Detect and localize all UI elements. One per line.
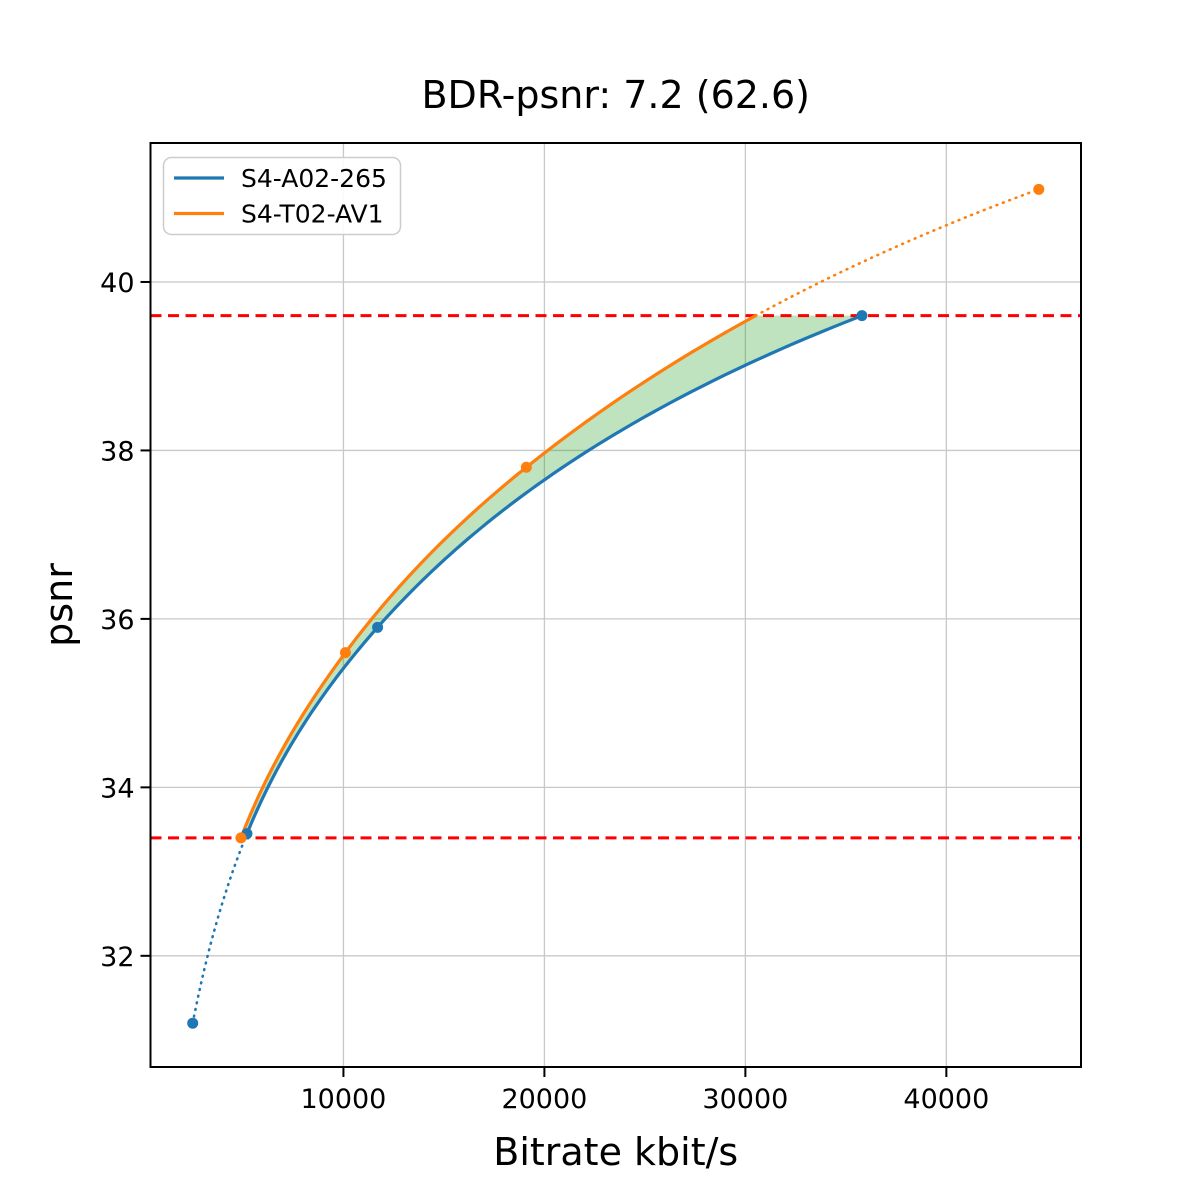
data-point-s4-t02-av1 [235,832,247,844]
plot-frame [149,142,1082,1068]
y-tick-label: 40 [100,268,134,299]
x-tick-label: 40000 [903,1084,989,1115]
curve-s4-t02-av1-dotted [754,188,1041,317]
data-point-s4-a02-265 [372,621,384,633]
curve-s4-t02-av1-solid [239,314,757,839]
plot-layers: 10000 20000 30000 40000 32 34 36 38 40 [100,143,1081,1115]
legend-label-265: S4-A02-265 [241,164,387,193]
x-tick-label: 20000 [501,1084,587,1115]
legend-label-av1: S4-T02-AV1 [241,200,384,229]
y-tick-label: 36 [100,605,134,636]
legend-item: S4-A02-265 [174,164,387,193]
data-point-s4-t02-av1 [339,647,351,659]
y-tick-label: 32 [100,942,134,973]
data-point-s4-t02-av1 [520,461,532,473]
curve-s4-a02-265-solid [245,314,863,835]
x-axis-label: Bitrate kbit/s [493,1130,738,1174]
x-tick-label: 30000 [702,1084,788,1115]
data-point-s4-t02-av1 [1033,183,1045,195]
data-point-s4-a02-265 [187,1017,199,1029]
curve-s4-a02-265-dotted [191,832,249,1025]
data-point-s4-a02-265 [856,310,868,322]
y-axis-label: psnr [37,563,81,647]
y-tick-label: 38 [100,436,134,467]
y-tick-label: 34 [100,773,134,804]
legend: S4-A02-265 S4-T02-AV1 [162,156,402,236]
bd-rate-fill-region [240,315,862,838]
chart-title: BDR-psnr: 7.2 (62.6) [421,73,810,117]
legend-item: S4-T02-AV1 [174,200,384,229]
x-tick-label: 10000 [300,1084,386,1115]
